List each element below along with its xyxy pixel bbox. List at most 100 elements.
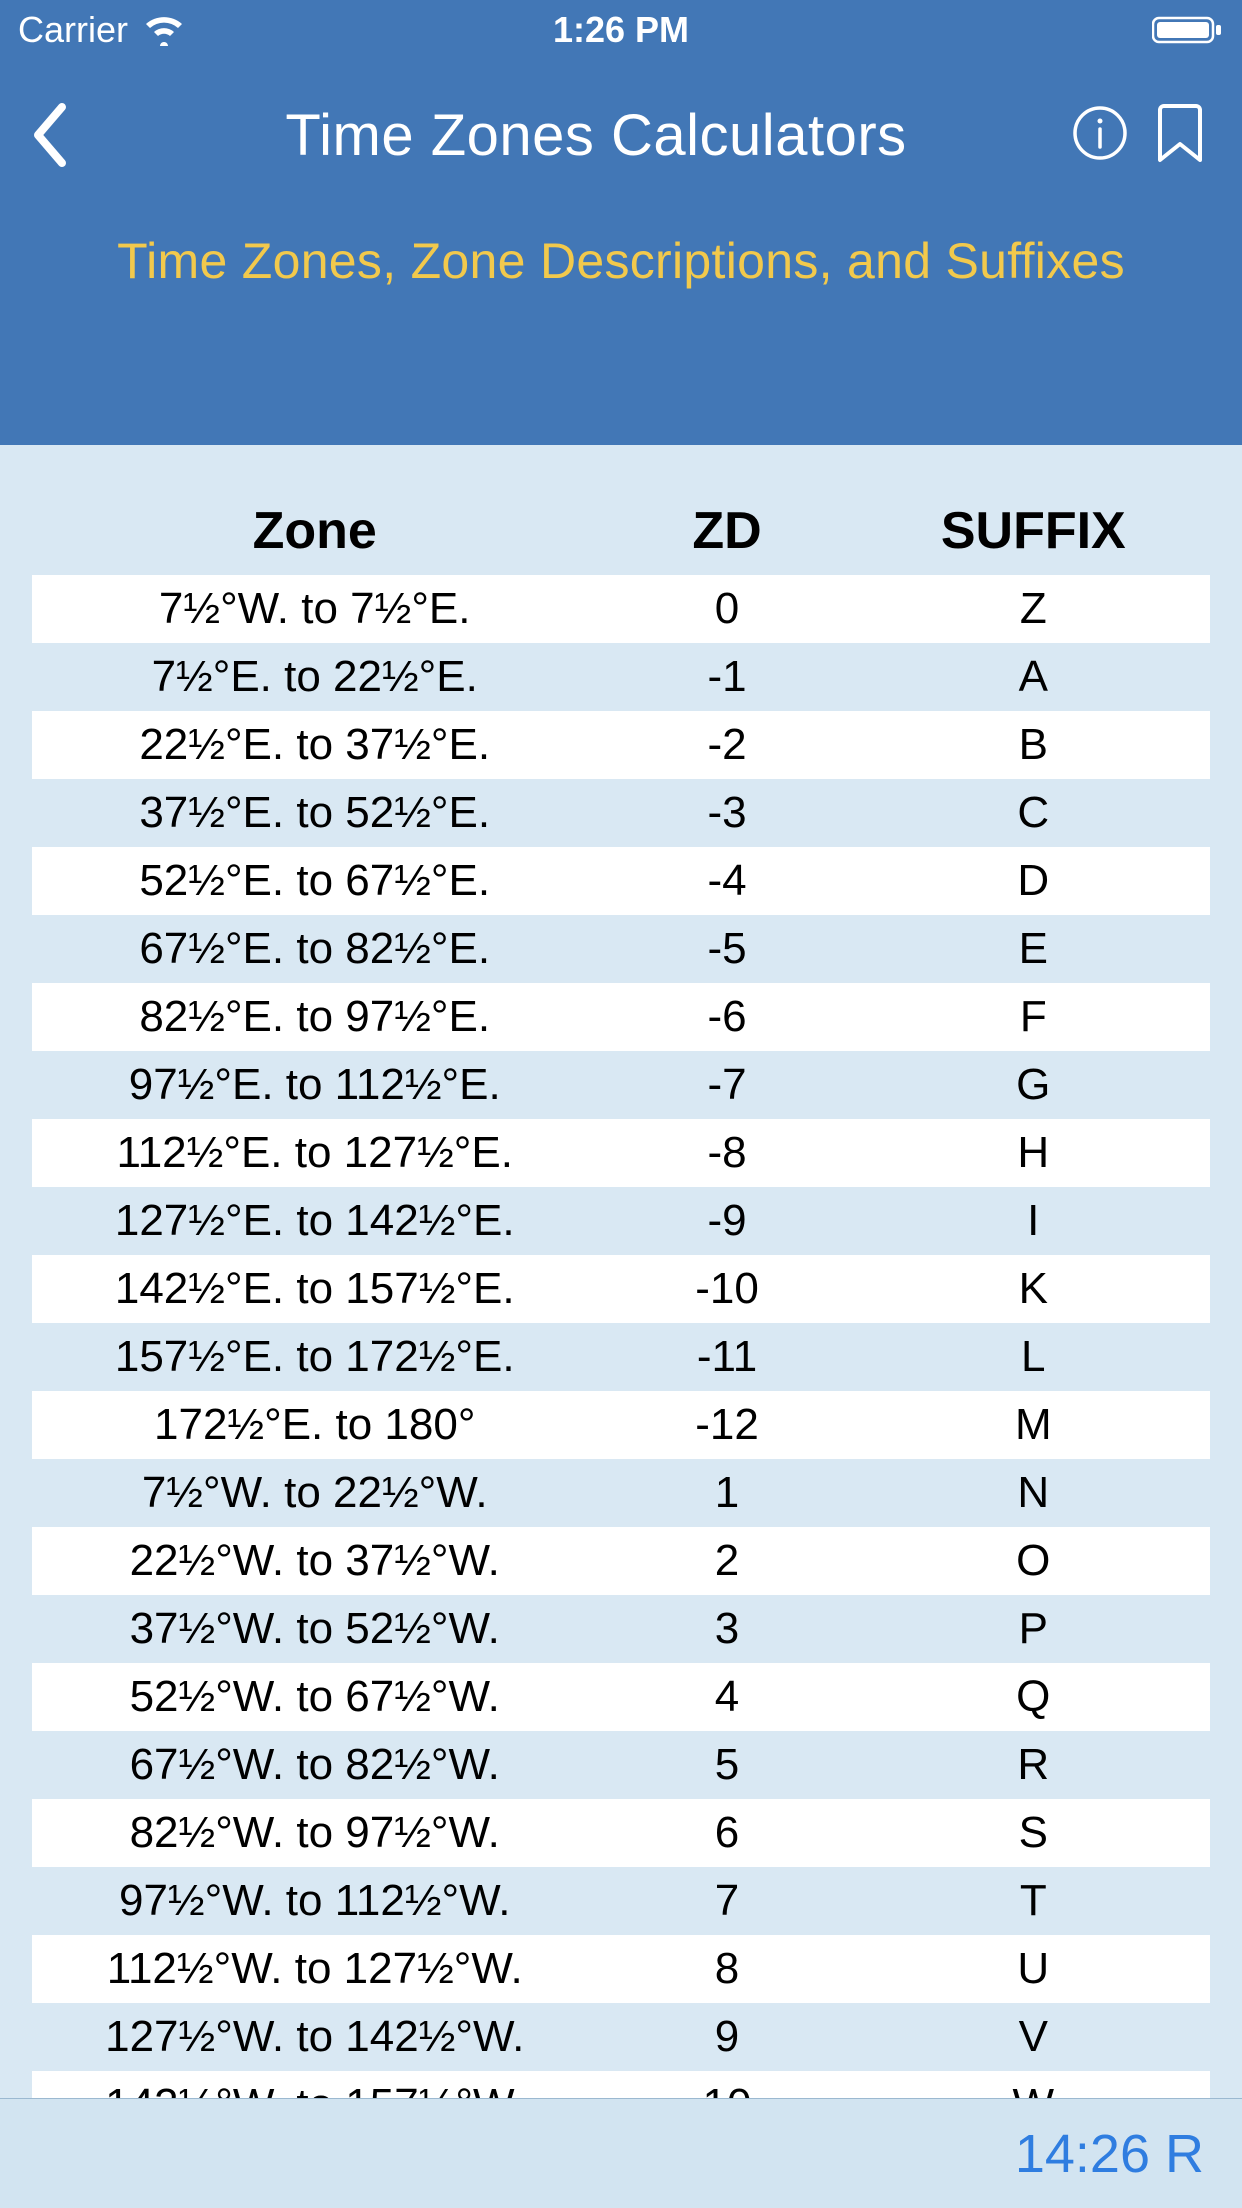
cell-suffix: W xyxy=(857,2080,1210,2098)
table-row: 52½°E. to 67½°E.-4D xyxy=(32,847,1210,915)
table-row: 127½°W. to 142½°W.9V xyxy=(32,2003,1210,2071)
table-row: 37½°E. to 52½°E.-3C xyxy=(32,779,1210,847)
nav-header: Time Zones Calculators Time Zones, Zone … xyxy=(0,60,1242,445)
cell-zd: -6 xyxy=(597,992,856,1042)
cell-zone: 82½°E. to 97½°E. xyxy=(32,992,597,1042)
table-row: 142½°W. to 157½°W.10W xyxy=(32,2071,1210,2098)
cell-zone: 67½°E. to 82½°E. xyxy=(32,924,597,974)
cell-zone: 142½°E. to 157½°E. xyxy=(32,1264,597,1314)
table-row: 142½°E. to 157½°E.-10K xyxy=(32,1255,1210,1323)
cell-suffix: R xyxy=(857,1740,1210,1790)
cell-zd: 5 xyxy=(597,1740,856,1790)
cell-zone: 37½°W. to 52½°W. xyxy=(32,1604,597,1654)
cell-zone: 112½°E. to 127½°E. xyxy=(32,1128,597,1178)
cell-zone: 127½°W. to 142½°W. xyxy=(32,2012,597,2062)
footer-bar: 14:26 R xyxy=(0,2098,1242,2208)
table-row: 7½°W. to 22½°W.1N xyxy=(32,1459,1210,1527)
cell-zd: 3 xyxy=(597,1604,856,1654)
cell-zone: 7½°W. to 7½°E. xyxy=(32,584,597,634)
cell-suffix: L xyxy=(857,1332,1210,1382)
cell-suffix: K xyxy=(857,1264,1210,1314)
cell-zone: 37½°E. to 52½°E. xyxy=(32,788,597,838)
cell-zone: 7½°W. to 22½°W. xyxy=(32,1468,597,1518)
cell-zone: 112½°W. to 127½°W. xyxy=(32,1944,597,1994)
table-row: 67½°W. to 82½°W.5R xyxy=(32,1731,1210,1799)
cell-zd: -9 xyxy=(597,1196,856,1246)
cell-zd: 7 xyxy=(597,1876,856,1926)
table-row: 112½°W. to 127½°W.8U xyxy=(32,1935,1210,2003)
cell-zone: 52½°E. to 67½°E. xyxy=(32,856,597,906)
back-button[interactable] xyxy=(10,80,90,190)
cell-zone: 82½°W. to 97½°W. xyxy=(32,1808,597,1858)
cell-zd: 0 xyxy=(597,584,856,634)
cell-suffix: D xyxy=(857,856,1210,906)
cell-zd: -7 xyxy=(597,1060,856,1110)
wifi-icon xyxy=(142,14,186,46)
cell-zone: 127½°E. to 142½°E. xyxy=(32,1196,597,1246)
cell-suffix: P xyxy=(857,1604,1210,1654)
table-row: 82½°W. to 97½°W.6S xyxy=(32,1799,1210,1867)
cell-suffix: T xyxy=(857,1876,1210,1926)
cell-suffix: O xyxy=(857,1536,1210,1586)
table-body: 7½°W. to 7½°E.0Z7½°E. to 22½°E.-1A22½°E.… xyxy=(32,575,1210,2098)
page-subtitle: Time Zones, Zone Descriptions, and Suffi… xyxy=(0,232,1242,290)
table-row: 112½°E. to 127½°E.-8H xyxy=(32,1119,1210,1187)
battery-icon xyxy=(1152,14,1224,46)
content-area[interactable]: Zone ZD SUFFIX 7½°W. to 7½°E.0Z 7½°E. to … xyxy=(0,445,1242,2098)
table-row: 97½°E. to 112½°E.-7G xyxy=(32,1051,1210,1119)
cell-zd: 10 xyxy=(597,2080,856,2098)
cell-zd: 2 xyxy=(597,1536,856,1586)
status-left: Carrier xyxy=(18,9,186,51)
cell-zd: 1 xyxy=(597,1468,856,1518)
cell-zd: 6 xyxy=(597,1808,856,1858)
table-row: 37½°W. to 52½°W.3P xyxy=(32,1595,1210,1663)
cell-zd: 9 xyxy=(597,2012,856,2062)
cell-suffix: I xyxy=(857,1196,1210,1246)
cell-zone: 97½°E. to 112½°E. xyxy=(32,1060,597,1110)
cell-suffix: A xyxy=(857,652,1210,702)
bookmark-icon[interactable] xyxy=(1156,102,1204,169)
table-row: 127½°E. to 142½°E.-9I xyxy=(32,1187,1210,1255)
cell-zd: -11 xyxy=(597,1332,856,1382)
cell-zd: -4 xyxy=(597,856,856,906)
cell-zd: -8 xyxy=(597,1128,856,1178)
table-row: 22½°W. to 37½°W.2O xyxy=(32,1527,1210,1595)
cell-zone: 7½°E. to 22½°E. xyxy=(32,652,597,702)
cell-suffix: H xyxy=(857,1128,1210,1178)
cell-zd: -10 xyxy=(597,1264,856,1314)
cell-zone: 22½°W. to 37½°W. xyxy=(32,1536,597,1586)
table-row: 52½°W. to 67½°W.4Q xyxy=(32,1663,1210,1731)
carrier-label: Carrier xyxy=(18,9,128,51)
info-icon[interactable] xyxy=(1072,105,1128,166)
table-row: 157½°E. to 172½°E.-11L xyxy=(32,1323,1210,1391)
cell-suffix: M xyxy=(857,1400,1210,1450)
table-row: 97½°W. to 112½°W.7T xyxy=(32,1867,1210,1935)
cell-suffix: E xyxy=(857,924,1210,974)
cell-zd: -3 xyxy=(597,788,856,838)
cell-suffix: C xyxy=(857,788,1210,838)
footer-time-label[interactable]: 14:26 R xyxy=(1015,2123,1204,2185)
page-title: Time Zones Calculators xyxy=(90,102,1072,169)
cell-zone: 172½°E. to 180° xyxy=(32,1400,597,1450)
col-header-suffix: SUFFIX xyxy=(857,501,1210,561)
cell-suffix: S xyxy=(857,1808,1210,1858)
zone-table: Zone ZD SUFFIX 7½°W. to 7½°E.0Z 7½°E. to … xyxy=(32,445,1210,2098)
cell-suffix: Q xyxy=(857,1672,1210,1722)
cell-zd: -1 xyxy=(597,652,856,702)
table-row: 172½°E. to 180°-12M xyxy=(32,1391,1210,1459)
cell-zone: 22½°E. to 37½°E. xyxy=(32,720,597,770)
cell-zd: -2 xyxy=(597,720,856,770)
cell-zd: -5 xyxy=(597,924,856,974)
cell-zone: 142½°W. to 157½°W. xyxy=(32,2080,597,2098)
table-row: 7½°E. to 22½°E.-1A xyxy=(32,643,1210,711)
cell-suffix: B xyxy=(857,720,1210,770)
table-row: 82½°E. to 97½°E.-6F xyxy=(32,983,1210,1051)
col-header-zd: ZD xyxy=(597,501,856,561)
cell-suffix: V xyxy=(857,2012,1210,2062)
table-row: 67½°E. to 82½°E.-5E xyxy=(32,915,1210,983)
col-header-zone: Zone xyxy=(32,501,597,561)
table-row: 22½°E. to 37½°E.-2B xyxy=(32,711,1210,779)
status-bar: Carrier 1:26 PM xyxy=(0,0,1242,60)
table-header-row: Zone ZD SUFFIX xyxy=(32,445,1210,575)
cell-suffix: Z xyxy=(857,584,1210,634)
